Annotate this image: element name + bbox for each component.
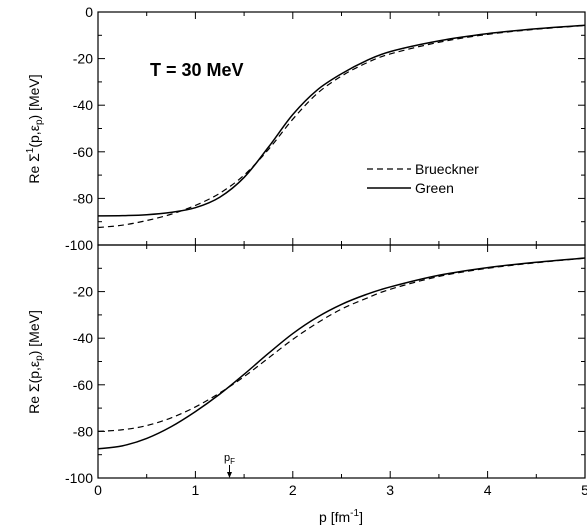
top-ylabel-units: [MeV] (26, 74, 42, 114)
top-ylabel: Re Σ1(p,εp) [MeV] (25, 74, 45, 183)
pf-label-sub: F (230, 457, 235, 466)
top-ytick-labels: 0 -20 -40 -60 -80 -100 (65, 4, 93, 253)
bottom-xlabel-main: p [fm (319, 509, 350, 525)
bottom-series (97, 257, 586, 450)
pf-label-main: p (224, 452, 230, 464)
bottom-xlabel-close: ] (359, 509, 363, 525)
top-ytick-label: -80 (73, 190, 93, 206)
legend: Brueckner Green (367, 161, 479, 196)
bottom-ytick-label: -80 (73, 423, 93, 439)
top-ytick-label: -20 (73, 51, 93, 67)
bottom-xlabel-sup: -1 (350, 508, 359, 519)
bottom-ytick-label: -100 (65, 470, 93, 486)
bottom-plot-frame (97, 244, 586, 479)
bottom-xtick-label: 5 (581, 482, 587, 498)
bottom-ylabel-sub: p (34, 355, 45, 361)
top-series (97, 24, 586, 229)
top-ytick-label: -100 (65, 237, 93, 253)
top-ylabel-main: Re Σ (26, 153, 42, 184)
top-ytick-label: 0 (85, 4, 93, 20)
pf-arrow-head (226, 472, 232, 478)
bottom-ytick-labels: -20 -40 -60 -80 -100 (65, 284, 93, 486)
top-ytick-label: -40 (73, 97, 93, 113)
top-ylabel-close: ) (26, 115, 42, 120)
pf-label: pF (224, 452, 235, 466)
bottom-xlabel: p [fm-1] (319, 508, 363, 525)
bottom-xtick-label: 3 (386, 482, 394, 498)
legend-green-label: Green (415, 180, 454, 196)
top-ylabel-argsub: p (34, 119, 45, 125)
fermi-momentum-marker: pF (224, 452, 235, 478)
legend-brueckner-label: Brueckner (415, 161, 479, 177)
top-panel: 0 -20 -40 -60 -80 -100 T = 30 MeV Brueckner G… (25, 4, 586, 253)
bottom-xtick-label: 1 (192, 482, 200, 498)
bottom-ytick-label: -40 (73, 330, 93, 346)
bottom-ylabel-main: Re Σ(p,ε (26, 361, 42, 414)
top-series-brueckner (97, 24, 586, 229)
bottom-ylabel-close: ) [MeV] (26, 310, 42, 355)
bottom-xtick-label: 2 (289, 482, 297, 498)
bottom-xtick-labels: 0 1 2 3 4 5 (94, 482, 587, 498)
bottom-series-brueckner (97, 257, 586, 432)
bottom-ylabel: Re Σ(p,εp) [MeV] (26, 310, 45, 414)
top-plot-frame (97, 11, 586, 246)
bottom-series-green (97, 257, 586, 450)
bottom-xtick-label: 0 (94, 482, 102, 498)
top-ylabel-sup: 1 (25, 147, 36, 153)
bottom-ytick-label: -20 (73, 284, 93, 300)
bottom-ytick-label: -60 (73, 377, 93, 393)
top-ytick-label: -60 (73, 144, 93, 160)
bottom-xtick-label: 4 (484, 482, 492, 498)
bottom-ticks (97, 244, 586, 479)
temperature-annotation: T = 30 MeV (150, 60, 244, 80)
top-ticks (97, 11, 586, 246)
top-ylabel-args: (p,ε (26, 125, 42, 148)
top-series-green (97, 24, 586, 217)
